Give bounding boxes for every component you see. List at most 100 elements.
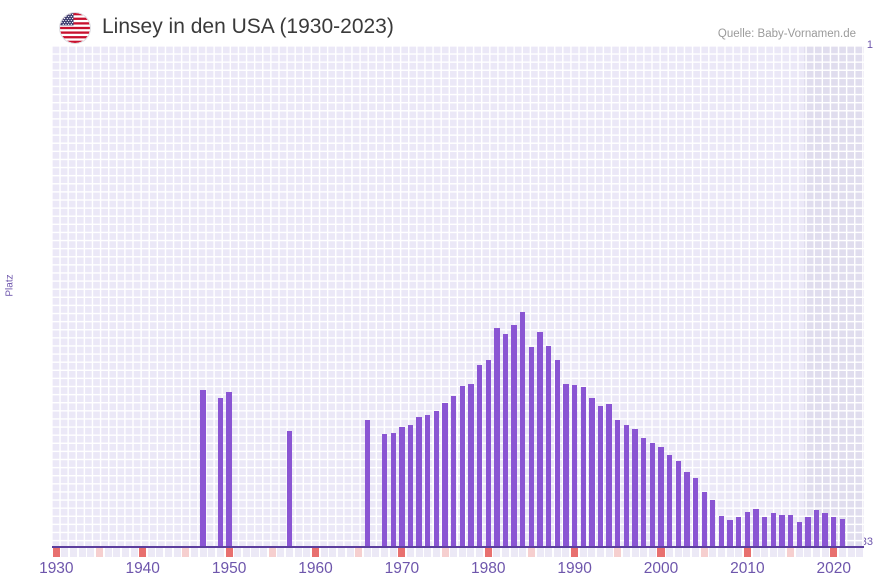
bar-1988[interactable] [554, 360, 560, 546]
bar-2010[interactable] [744, 512, 751, 546]
x-tick-cell-1943 [165, 547, 173, 557]
x-tick-cell-1989 [562, 547, 570, 557]
bar-2004[interactable] [692, 478, 699, 546]
x-tick-cell-1978 [467, 547, 475, 557]
x-tick-cell-1960 [311, 547, 319, 557]
bar-1947[interactable] [200, 390, 206, 546]
bar-2001[interactable] [666, 455, 673, 546]
bar-1949[interactable] [217, 398, 224, 546]
x-tick-cell-1994 [605, 547, 613, 557]
x-tick-cell-2015 [787, 547, 795, 557]
bar-1985[interactable] [528, 347, 535, 546]
x-tick-cell-1930 [52, 547, 60, 557]
bar-2021[interactable] [839, 519, 846, 546]
bar-1982[interactable] [502, 334, 509, 546]
bar-1981[interactable] [494, 328, 500, 546]
chart-header: Linsey in den USA (1930-2023) Quelle: Ba… [0, 0, 873, 44]
x-tick-cell-1957 [286, 547, 294, 557]
bar-2016[interactable] [796, 522, 802, 546]
x-tick-cell-2021 [838, 547, 846, 557]
bar-1976[interactable] [451, 396, 457, 546]
x-tick-cell-1973 [424, 547, 432, 557]
bar-2009[interactable] [736, 517, 742, 546]
x-tick-cell-1964 [346, 547, 354, 557]
x-tick-cell-1987 [545, 547, 553, 557]
x-tick-cell-1980 [484, 547, 492, 557]
x-tick-cell-1977 [458, 547, 466, 557]
bar-2003[interactable] [684, 472, 690, 546]
bar-1993[interactable] [597, 406, 604, 546]
bar-1977[interactable] [459, 386, 465, 546]
x-tick-cell-1969 [389, 547, 397, 557]
bar-2020[interactable] [831, 517, 837, 546]
x-tick-cell-1979 [476, 547, 484, 557]
x-axis-label-1950: 1950 [211, 560, 247, 577]
bar-1968[interactable] [381, 434, 388, 546]
bar-2012[interactable] [761, 517, 768, 546]
bar-1997[interactable] [632, 429, 638, 546]
bar-1950[interactable] [226, 392, 232, 546]
x-axis-label-2000: 2000 [643, 560, 679, 577]
y-axis-tick-top: 1 [866, 39, 873, 51]
bar-1974[interactable] [433, 411, 440, 546]
bar-2002[interactable] [675, 461, 681, 546]
bar-1987[interactable] [546, 346, 552, 546]
bar-2007[interactable] [718, 516, 725, 546]
bar-1970[interactable] [399, 427, 405, 546]
bar-2017[interactable] [805, 517, 811, 546]
bar-1966[interactable] [364, 420, 370, 546]
x-axis-tick-band [52, 547, 864, 557]
x-tick-cell-1982 [501, 547, 510, 557]
bar-1969[interactable] [390, 433, 396, 546]
x-tick-cell-1981 [493, 547, 501, 557]
bar-1992[interactable] [589, 398, 595, 546]
bar-1979[interactable] [476, 365, 483, 546]
bar-2014[interactable] [779, 515, 785, 546]
x-tick-cell-1991 [579, 547, 587, 557]
x-tick-cell-2018 [812, 547, 820, 557]
x-tick-cell-1990 [571, 547, 579, 557]
bar-1984[interactable] [520, 312, 526, 546]
bar-2013[interactable] [770, 513, 776, 546]
bar-1994[interactable] [606, 404, 612, 546]
bar-2019[interactable] [822, 513, 828, 546]
bar-1980[interactable] [485, 360, 491, 546]
x-tick-cell-2010 [743, 547, 751, 557]
bar-1995[interactable] [615, 420, 621, 546]
bar-2008[interactable] [727, 520, 733, 546]
bar-1973[interactable] [425, 415, 431, 546]
bar-1975[interactable] [442, 403, 448, 546]
bar-1990[interactable] [571, 385, 578, 546]
bar-1978[interactable] [468, 384, 474, 546]
x-tick-cell-1966 [363, 547, 371, 557]
bar-2006[interactable] [710, 500, 716, 546]
x-tick-cell-2009 [735, 547, 743, 557]
x-tick-cell-1983 [510, 547, 518, 557]
bar-1999[interactable] [649, 443, 656, 546]
no-data-shaded-band [803, 46, 864, 546]
bar-1991[interactable] [580, 387, 586, 546]
x-tick-cell-1936 [104, 547, 112, 557]
bar-2018[interactable] [813, 510, 820, 546]
x-tick-cell-1965 [355, 547, 363, 557]
x-tick-cell-1931 [61, 547, 69, 557]
bar-2011[interactable] [753, 509, 759, 546]
grid-overlay [52, 46, 864, 546]
bar-1983[interactable] [511, 325, 517, 546]
bar-2005[interactable] [701, 492, 707, 546]
bar-1986[interactable] [537, 332, 543, 546]
x-tick-cell-1952 [242, 547, 250, 557]
bar-1957[interactable] [286, 431, 293, 546]
bar-2015[interactable] [787, 515, 794, 546]
x-tick-cell-1956 [277, 547, 285, 557]
bar-2000[interactable] [658, 447, 664, 546]
bar-1996[interactable] [623, 425, 630, 546]
bar-1972[interactable] [416, 417, 422, 546]
bar-1971[interactable] [407, 425, 414, 546]
x-tick-cell-2020 [830, 547, 838, 557]
x-tick-cell-1993 [597, 547, 605, 557]
x-tick-cell-1975 [441, 547, 449, 557]
bar-1989[interactable] [563, 384, 569, 546]
x-tick-cell-1996 [622, 547, 630, 557]
bar-1998[interactable] [641, 438, 647, 546]
